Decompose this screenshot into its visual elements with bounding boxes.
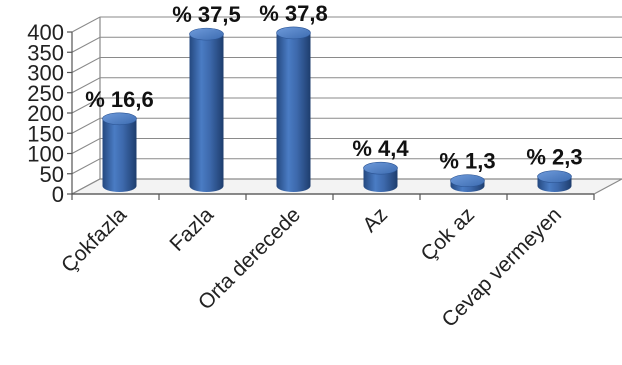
bar-ok-az	[450, 174, 485, 192]
gridline-350	[71, 36, 622, 53]
gridline-300	[71, 56, 622, 73]
bar-fazla	[189, 27, 224, 192]
bar-top	[537, 170, 572, 183]
bar-cevap-vermeyen	[537, 170, 572, 192]
data-label-orta-derecede: % 37,8	[259, 1, 328, 26]
data-label-ok-az: % 1,3	[439, 149, 495, 174]
category-label-okfazla: Çokfazla	[57, 203, 131, 277]
y-tick-label-300: 300	[27, 61, 64, 86]
bar-orta-derecede	[276, 26, 311, 192]
category-label-az: Az	[358, 203, 392, 237]
bar-top	[189, 27, 224, 41]
y-tick-label-100: 100	[27, 142, 64, 167]
data-label-az: % 4,4	[352, 136, 409, 161]
data-label-cevap-vermeyen: % 2,3	[526, 145, 582, 170]
y-tick-label-50: 50	[40, 162, 64, 187]
y-tick-label-400: 400	[27, 20, 64, 45]
bar-body	[189, 34, 224, 192]
y-tick-label-350: 350	[27, 40, 64, 65]
bar-body	[276, 32, 311, 192]
bar-top	[450, 174, 485, 188]
category-label-fazla: Fazla	[165, 203, 218, 256]
bar-okfazla	[102, 112, 137, 192]
y-tick-label-250: 250	[27, 81, 64, 106]
category-label-ok-az: Çok az	[417, 203, 479, 265]
y-tick-label-200: 200	[27, 101, 64, 126]
gridline-250	[71, 77, 622, 94]
gridline-150	[71, 117, 622, 134]
bar-top	[276, 26, 311, 40]
bars	[102, 26, 572, 192]
y-tick-label-150: 150	[27, 121, 64, 146]
data-label-okfazla: % 16,6	[85, 87, 154, 112]
data-labels: % 16,6 % 37,5 % 37,8 % 4,4 % 1,3 % 2,3	[85, 1, 582, 174]
bar-body	[102, 118, 137, 192]
y-tick-label-0: 0	[52, 182, 64, 207]
gridline-400	[71, 16, 622, 33]
bar-top	[363, 161, 398, 175]
gridline-200	[71, 97, 622, 114]
bar-az	[363, 161, 398, 192]
data-label-fazla: % 37,5	[172, 2, 241, 27]
bar-top	[102, 112, 137, 126]
bar-body	[363, 168, 398, 192]
